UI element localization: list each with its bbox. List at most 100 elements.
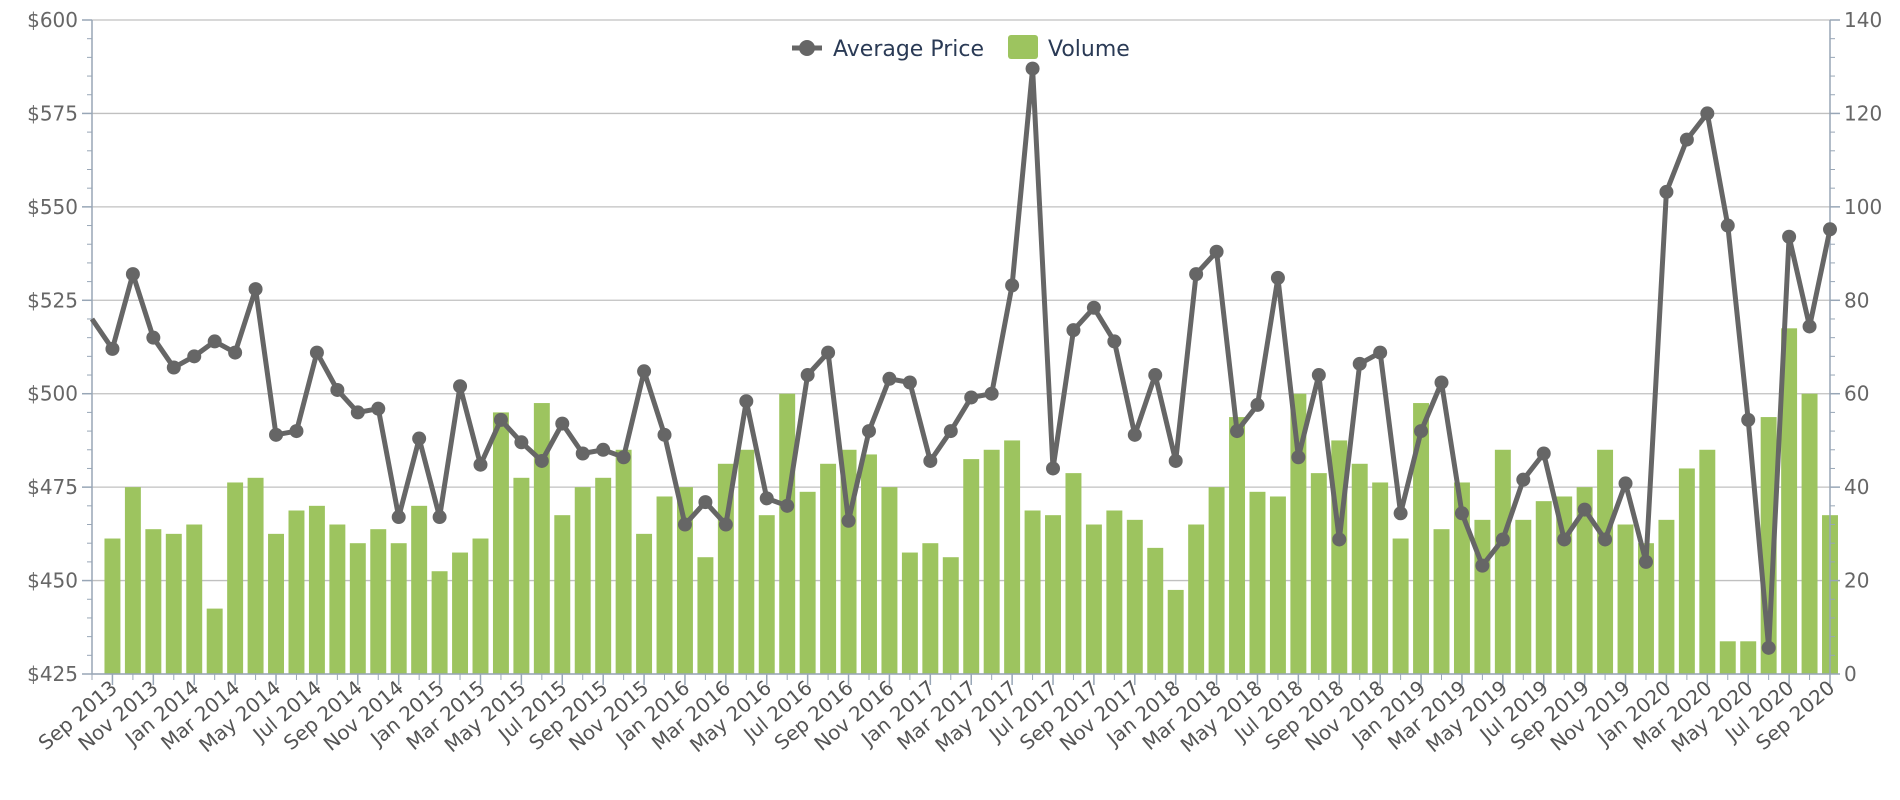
price-point[interactable] xyxy=(555,416,570,431)
price-point[interactable] xyxy=(1352,356,1367,371)
price-point[interactable] xyxy=(473,457,488,472)
price-point[interactable] xyxy=(1557,532,1572,547)
volume-bar[interactable] xyxy=(1290,393,1307,674)
price-point[interactable] xyxy=(146,330,161,345)
volume-bar[interactable] xyxy=(370,529,387,674)
price-point[interactable] xyxy=(943,424,958,439)
price-point[interactable] xyxy=(453,379,468,394)
volume-bar[interactable] xyxy=(533,403,550,674)
price-point[interactable] xyxy=(1802,319,1817,334)
volume-bar[interactable] xyxy=(124,487,141,674)
volume-bar[interactable] xyxy=(942,557,959,674)
price-point[interactable] xyxy=(698,495,713,510)
volume-bar[interactable] xyxy=(1085,524,1102,674)
price-point[interactable] xyxy=(350,405,365,420)
price-point[interactable] xyxy=(759,491,774,506)
price-point[interactable] xyxy=(1577,502,1592,517)
volume-bar[interactable] xyxy=(1535,501,1552,674)
legend[interactable]: Average Price Volume xyxy=(792,35,1130,62)
price-point[interactable] xyxy=(1823,222,1837,237)
price-point[interactable] xyxy=(1454,506,1469,521)
price-point[interactable] xyxy=(841,513,856,528)
volume-bar[interactable] xyxy=(636,533,653,674)
legend-item-price[interactable]: Average Price xyxy=(792,37,984,62)
price-point[interactable] xyxy=(677,517,692,532)
volume-bar[interactable] xyxy=(1167,589,1184,674)
volume-bar[interactable] xyxy=(329,524,346,674)
volume-bar[interactable] xyxy=(1413,403,1430,674)
volume-bar[interactable] xyxy=(1147,547,1164,674)
price-point[interactable] xyxy=(1168,453,1183,468)
price-point[interactable] xyxy=(596,442,611,457)
volume-bar[interactable] xyxy=(615,449,632,674)
volume-bar[interactable] xyxy=(595,477,612,674)
volume-bar[interactable] xyxy=(820,463,837,674)
price-point[interactable] xyxy=(1270,270,1285,285)
price-point[interactable] xyxy=(1025,61,1040,76)
price-point[interactable] xyxy=(166,360,181,375)
volume-bar[interactable] xyxy=(779,393,796,674)
price-point[interactable] xyxy=(821,345,836,360)
price-point[interactable] xyxy=(1720,218,1735,233)
volume-bar[interactable] xyxy=(1065,473,1082,674)
volume-bar[interactable] xyxy=(1249,491,1266,674)
price-point[interactable] xyxy=(882,371,897,386)
volume-bar[interactable] xyxy=(513,477,530,674)
price-point[interactable] xyxy=(1250,397,1265,412)
price-point[interactable] xyxy=(964,390,979,405)
price-point[interactable] xyxy=(575,446,590,461)
price-point[interactable] xyxy=(534,453,549,468)
price-point[interactable] xyxy=(412,431,427,446)
price-point[interactable] xyxy=(739,394,754,409)
volume-bar[interactable] xyxy=(717,463,734,674)
price-point[interactable] xyxy=(1536,446,1551,461)
volume-bar[interactable] xyxy=(676,487,693,674)
price-point[interactable] xyxy=(432,510,447,525)
volume-bar[interactable] xyxy=(574,487,591,674)
volume-bar[interactable] xyxy=(1106,510,1123,675)
volume-bar[interactable] xyxy=(1515,519,1532,674)
volume-bar[interactable] xyxy=(1433,529,1450,674)
volume-bar[interactable] xyxy=(1617,524,1634,674)
price-point[interactable] xyxy=(228,345,243,360)
price-point[interactable] xyxy=(923,453,938,468)
volume-bar[interactable] xyxy=(738,449,755,674)
price-point[interactable] xyxy=(1148,368,1163,383)
price-point[interactable] xyxy=(248,282,263,297)
volume-bar[interactable] xyxy=(206,608,223,674)
price-point[interactable] xyxy=(657,427,672,442)
volume-bar[interactable] xyxy=(1351,463,1368,674)
price-point[interactable] xyxy=(616,450,631,465)
price-point[interactable] xyxy=(1086,300,1101,315)
volume-bar[interactable] xyxy=(901,552,918,674)
volume-bar[interactable] xyxy=(799,491,816,674)
volume-bar[interactable] xyxy=(472,538,489,674)
price-point[interactable] xyxy=(309,345,324,360)
price-point[interactable] xyxy=(1659,184,1674,199)
price-point[interactable] xyxy=(1414,424,1429,439)
volume-bar[interactable] xyxy=(861,454,877,674)
price-point[interactable] xyxy=(1618,476,1633,491)
price-point[interactable] xyxy=(269,427,284,442)
price-point[interactable] xyxy=(514,435,529,450)
volume-bar[interactable] xyxy=(1474,519,1491,674)
price-point[interactable] xyxy=(1679,132,1694,147)
volume-bar[interactable] xyxy=(1658,519,1675,674)
volume-bar[interactable] xyxy=(1678,468,1695,674)
price-point[interactable] xyxy=(780,498,795,513)
price-point[interactable] xyxy=(1495,532,1510,547)
price-point[interactable] xyxy=(1393,506,1408,521)
volume-bar[interactable] xyxy=(1372,482,1389,674)
volume-bar[interactable] xyxy=(697,557,714,674)
volume-bar[interactable] xyxy=(1208,487,1225,674)
volume-bar[interactable] xyxy=(1699,449,1716,674)
price-point[interactable] xyxy=(1189,267,1204,282)
volume-bar[interactable] xyxy=(1576,487,1593,674)
volume-bar[interactable] xyxy=(165,533,182,674)
volume-bar[interactable] xyxy=(1269,496,1286,674)
price-point[interactable] xyxy=(861,424,876,439)
volume-bar[interactable] xyxy=(656,496,673,674)
price-point[interactable] xyxy=(1066,323,1081,338)
price-point[interactable] xyxy=(330,382,345,397)
volume-bar[interactable] xyxy=(1801,393,1818,674)
